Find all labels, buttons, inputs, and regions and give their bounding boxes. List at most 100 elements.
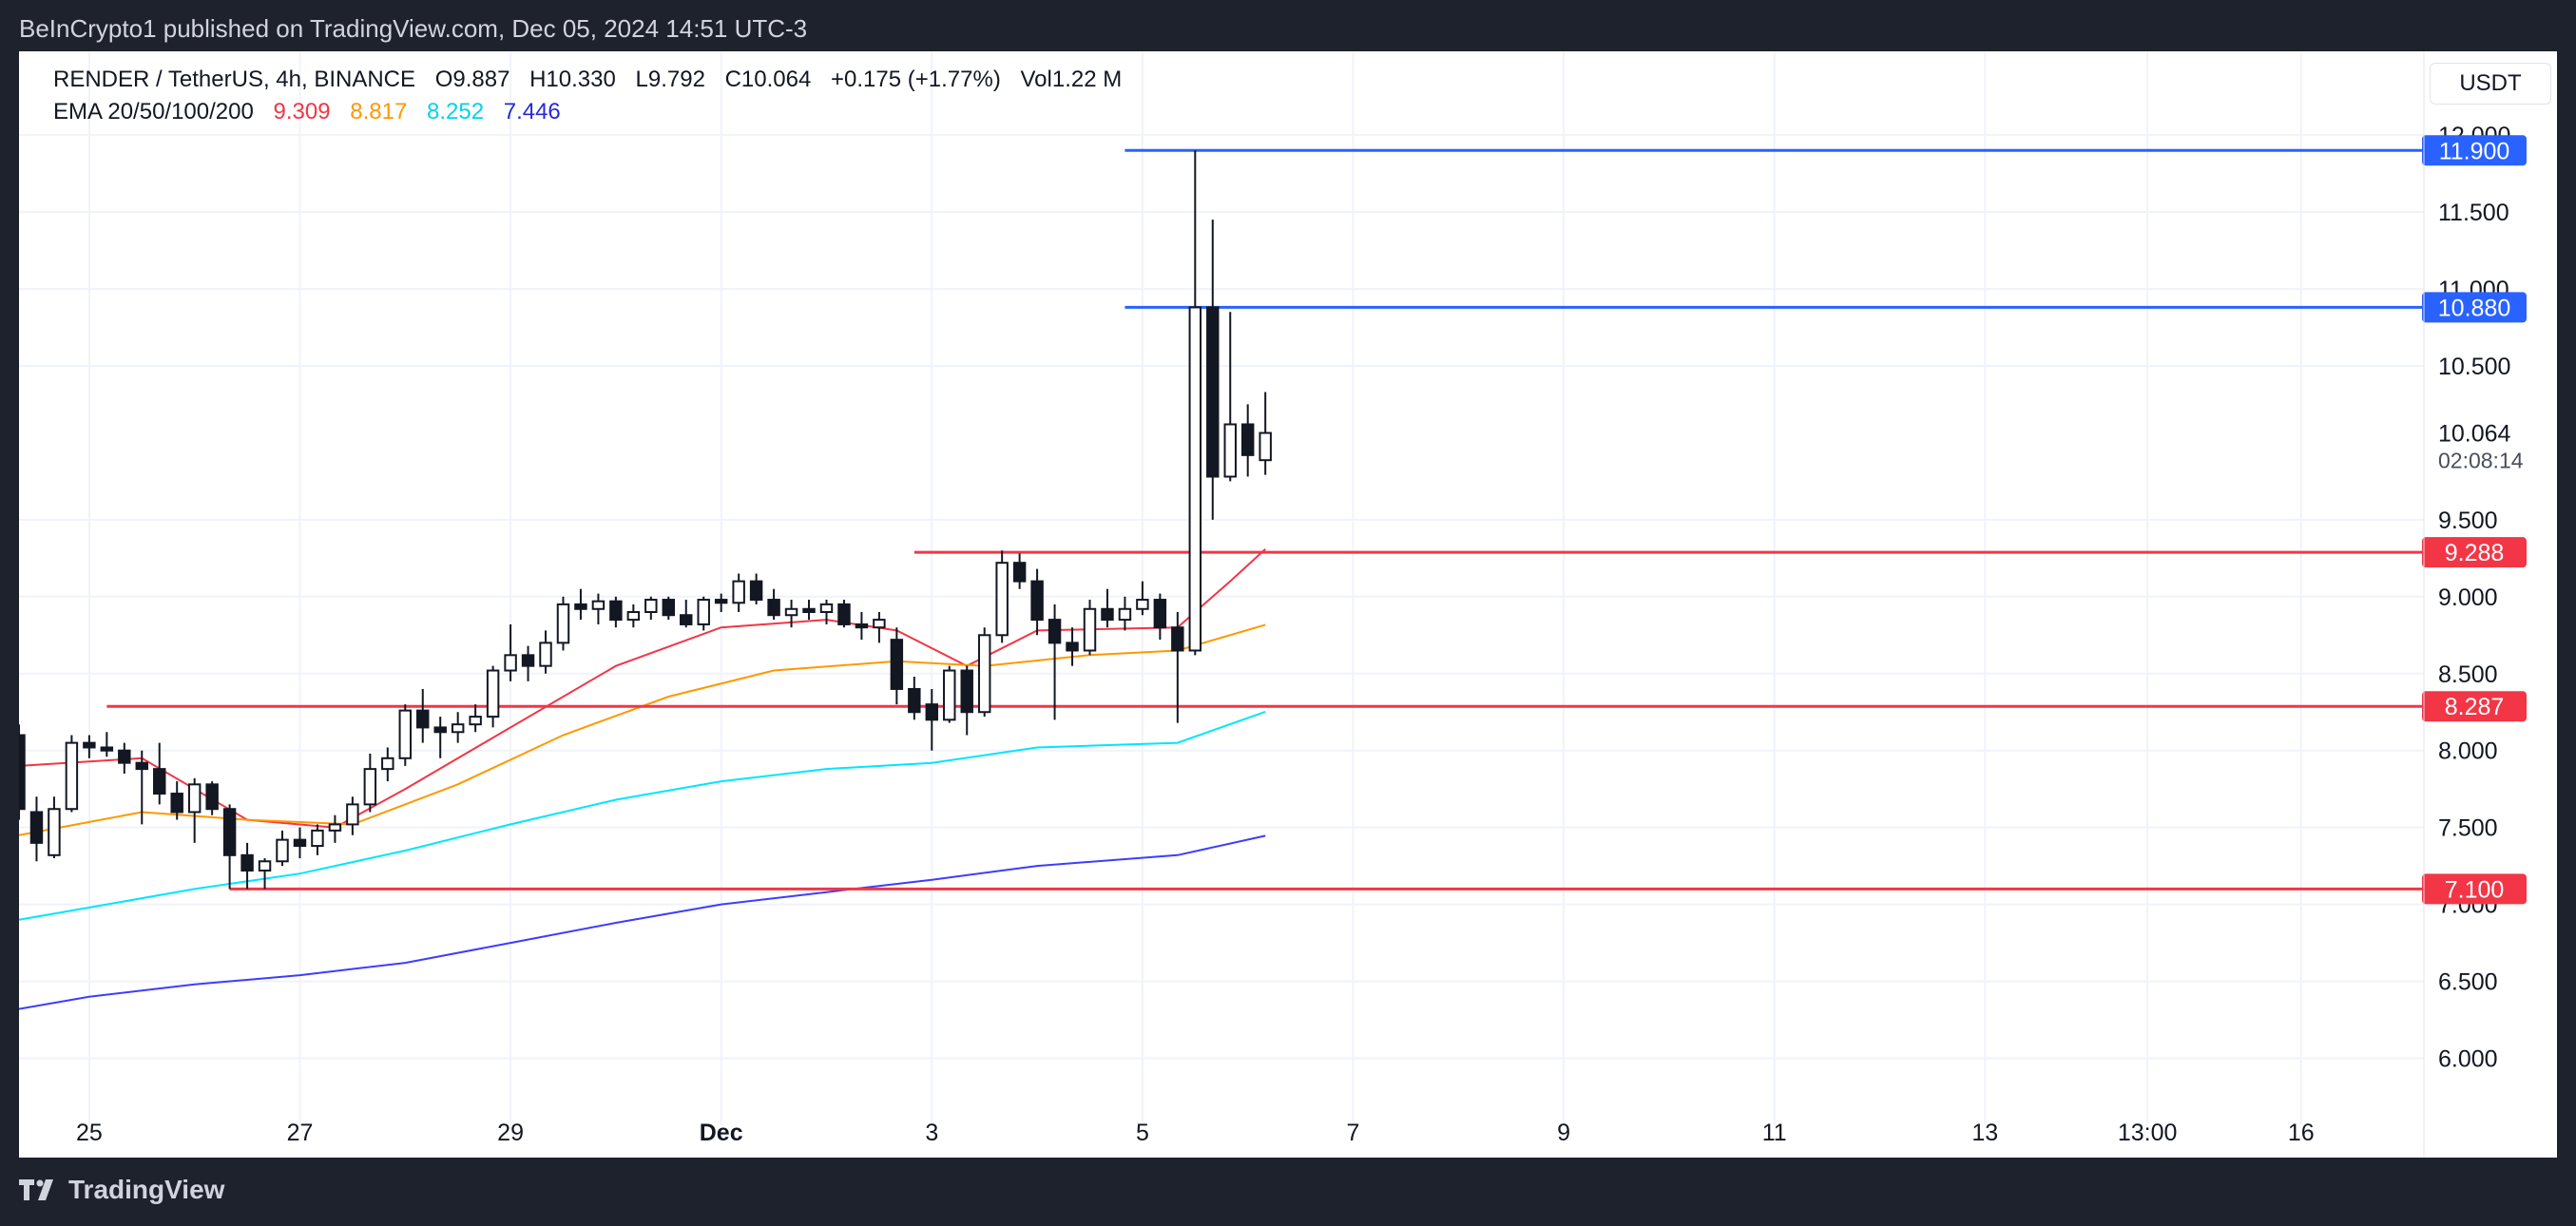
candle-up[interactable] [486, 669, 500, 718]
candle-down[interactable] [521, 654, 535, 667]
candle-down[interactable] [433, 726, 447, 734]
ema-line-ema100 [19, 710, 1266, 921]
ema-line-ema20 [19, 548, 1266, 829]
candle-down[interactable] [749, 580, 763, 602]
candle-down[interactable] [293, 838, 307, 848]
candle-down[interactable] [1066, 642, 1079, 652]
candle-up[interactable] [469, 716, 482, 726]
candle-up[interactable] [346, 803, 359, 826]
candle-down[interactable] [680, 614, 693, 625]
candle-up[interactable] [977, 634, 991, 714]
candle-up[interactable] [363, 768, 377, 806]
y-tick-label: 8.500 [2438, 661, 2498, 688]
chart-panel[interactable]: 6.000 6.500 7.000 7.500 8.000 8.500 9.000 9.500… [19, 51, 2557, 1158]
candle-down[interactable] [1048, 619, 1062, 644]
level-price-label: 7.100 [2445, 876, 2505, 903]
level-price-tag [2422, 292, 2527, 323]
candle-up[interactable] [995, 562, 1009, 637]
candle-down[interactable] [960, 669, 973, 714]
candle-up[interactable] [626, 611, 641, 622]
bar-countdown-label: 02:08:14 [2438, 449, 2524, 473]
candle-down[interactable] [19, 734, 26, 811]
candle-down[interactable] [1101, 607, 1114, 622]
candle-up[interactable] [819, 603, 834, 614]
price-chart[interactable]: 6.0006.5007.0007.5008.0008.5009.0009.500… [19, 51, 2557, 1158]
y-tick-label: 7.500 [2438, 815, 2498, 842]
candle-up[interactable] [556, 603, 570, 644]
candle-down[interactable] [802, 607, 816, 613]
candle-down[interactable] [1206, 306, 1220, 478]
ema100-value: 8.252 [426, 99, 485, 125]
candle-up[interactable] [48, 808, 61, 856]
candle-down[interactable] [1153, 599, 1167, 629]
candle-up[interactable] [328, 823, 342, 832]
candle-up[interactable] [1223, 423, 1237, 478]
candle-down[interactable] [767, 599, 780, 617]
candle-up[interactable] [1188, 306, 1202, 652]
candle-down[interactable] [925, 703, 939, 721]
y-tick-label: 9.500 [2438, 508, 2498, 534]
low-value: L9.792 [635, 67, 705, 92]
candle-down[interactable] [240, 853, 254, 872]
candle-down[interactable] [29, 811, 44, 844]
candle-up[interactable] [451, 723, 465, 734]
level-price-tag [2422, 873, 2527, 905]
candle-up[interactable] [276, 838, 289, 863]
candle-down[interactable] [1240, 423, 1255, 456]
candle-up[interactable] [258, 860, 272, 872]
candle-down[interactable] [609, 600, 623, 622]
candle-up[interactable] [187, 783, 202, 814]
candle-up[interactable] [732, 580, 745, 604]
candle-up[interactable] [311, 829, 324, 848]
candle-down[interactable] [1171, 626, 1184, 652]
candle-down[interactable] [222, 808, 237, 856]
candle-up[interactable] [591, 600, 606, 610]
volume-value: Vol1.22 M [1020, 67, 1123, 92]
candle-down[interactable] [662, 599, 676, 617]
candle-up[interactable] [504, 654, 517, 672]
level-price-label: 9.288 [2445, 540, 2505, 566]
x-tick-label: 11 [1762, 1120, 1787, 1146]
candle-down[interactable] [205, 783, 219, 811]
ema-label[interactable]: EMA 20/50/100/200 [53, 99, 254, 125]
candle-down[interactable] [890, 639, 904, 690]
candle-down[interactable] [100, 746, 114, 752]
tradingview-logo-icon [19, 1179, 53, 1200]
candle-up[interactable] [1136, 599, 1149, 610]
y-tick-label: 6.500 [2438, 969, 2498, 996]
candle-down[interactable] [908, 687, 921, 714]
tradingview-brand[interactable]: TradingView [19, 1175, 224, 1205]
candle-up[interactable] [1118, 607, 1132, 622]
candle-down[interactable] [170, 793, 183, 814]
candle-down[interactable] [118, 749, 131, 764]
x-tick-label: 9 [1557, 1120, 1570, 1146]
candle-down[interactable] [1030, 580, 1044, 622]
candle-down[interactable] [574, 603, 587, 610]
candle-up[interactable] [398, 709, 413, 759]
candle-up[interactable] [1259, 431, 1272, 462]
candle-down[interactable] [416, 709, 430, 729]
ema200-value: 7.446 [503, 99, 561, 125]
candle-up[interactable] [644, 599, 658, 613]
pair-name[interactable]: RENDER / TetherUS, 4h, BINANCE [53, 67, 416, 92]
candle-up[interactable] [381, 757, 394, 771]
candle-down[interactable] [714, 599, 728, 604]
top-bar: BeInCrypto1 published on TradingView.com… [0, 0, 2576, 51]
candle-up[interactable] [539, 642, 552, 667]
candle-down[interactable] [1012, 562, 1027, 583]
candle-down[interactable] [153, 768, 166, 795]
candle-down[interactable] [83, 741, 96, 749]
candle-down[interactable] [837, 603, 851, 625]
candle-up[interactable] [943, 669, 956, 721]
candle-up[interactable] [1083, 607, 1097, 652]
level-price-tag [2422, 135, 2527, 166]
candle-up[interactable] [65, 741, 79, 811]
currency-button[interactable]: USDT [2430, 63, 2551, 105]
ema20-value: 9.309 [273, 99, 331, 125]
level-price-label: 10.880 [2438, 295, 2510, 321]
candle-up[interactable] [697, 599, 710, 625]
candle-up[interactable] [784, 607, 798, 617]
candle-down[interactable] [135, 761, 148, 771]
candle-up[interactable] [873, 619, 886, 629]
candle-down[interactable] [855, 623, 869, 629]
